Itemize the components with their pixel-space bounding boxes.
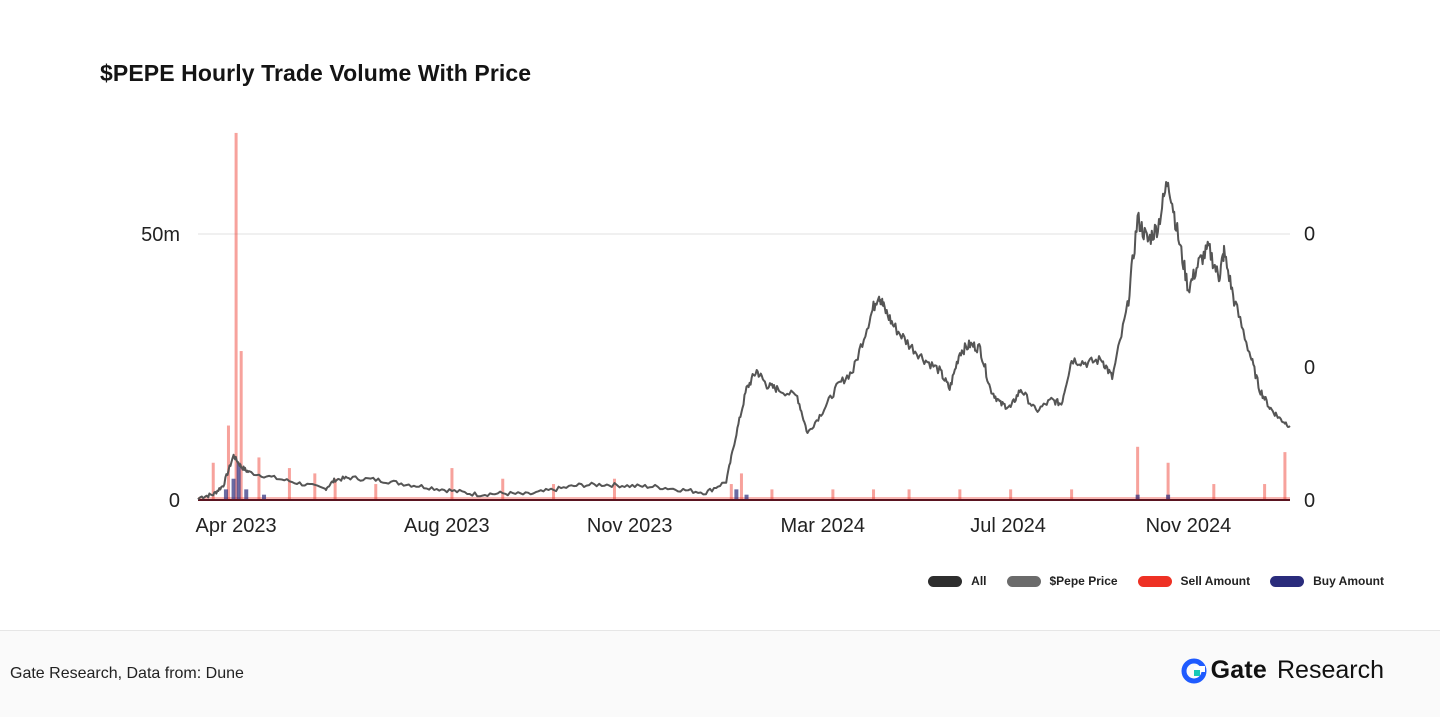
y-right-tick-label-0: 0 xyxy=(1304,490,1315,512)
sell-spike-16 xyxy=(831,489,835,500)
buy-spike-3 xyxy=(244,489,249,500)
sell-spike-9 xyxy=(450,468,454,500)
chart-title: $PEPE Hourly Trade Volume With Price xyxy=(100,60,532,86)
price-volume-chart: Apr 2023 Aug 2023 Nov 2023 Mar 2024 Jul 2024… xyxy=(141,132,1315,537)
sell-spike-20 xyxy=(1009,489,1013,500)
buy-spike-2 xyxy=(236,462,241,500)
y-axis-left-ticks: 0 50m xyxy=(141,224,180,512)
x-tick-label-3: Mar 2024 xyxy=(780,515,865,537)
gate-logo-icon xyxy=(1181,658,1207,683)
legend-item-3: Buy Amount xyxy=(1270,574,1384,588)
footer-divider xyxy=(0,630,1440,631)
legend-label-1: $Pepe Price xyxy=(1049,574,1118,588)
legend-label-0: All xyxy=(971,574,987,588)
x-tick-label-1: Aug 2023 xyxy=(404,515,490,537)
sell-spike-8 xyxy=(374,484,378,500)
sell-spike-21 xyxy=(1070,489,1074,500)
x-tick-label-2: Nov 2023 xyxy=(587,515,673,537)
source-note: Gate Research, Data from: Dune xyxy=(10,665,244,682)
buy-spike-0 xyxy=(223,489,228,500)
x-axis-ticks: Apr 2023 Aug 2023 Nov 2023 Mar 2024 Jul 2024… xyxy=(196,515,1232,537)
brand-research-text: Research xyxy=(1277,656,1384,684)
buy-spike-4 xyxy=(262,494,267,500)
legend-swatch-3 xyxy=(1270,575,1305,587)
sell-spike-0 xyxy=(211,462,215,500)
x-tick-label-4: Jul 2024 xyxy=(970,515,1046,537)
x-tick-label-5: Nov 2024 xyxy=(1146,515,1232,537)
sell-spike-25 xyxy=(1263,484,1267,500)
buy-spike-1 xyxy=(231,478,236,500)
sell-spike-17 xyxy=(872,489,876,500)
sell-spike-23 xyxy=(1166,462,1170,500)
sell-spike-6 xyxy=(313,473,317,500)
x-tick-label-0: Apr 2023 xyxy=(196,515,277,537)
buy-spike-6 xyxy=(744,494,749,500)
legend-swatch-2 xyxy=(1137,575,1172,587)
legend-item-1: $Pepe Price xyxy=(1006,574,1118,588)
legend-item-0: All xyxy=(928,574,987,588)
y-axis-right-ticks: 0 0 0 xyxy=(1304,224,1315,512)
sell-spike-24 xyxy=(1212,484,1216,500)
legend-label-3: Buy Amount xyxy=(1313,574,1384,588)
chart-legend: All $Pepe Price Sell Amount Buy Amount xyxy=(928,574,1384,588)
y-left-tick-label-0: 0 xyxy=(169,490,180,512)
y-right-tick-label-1: 0 xyxy=(1304,357,1315,379)
brand-gate-text: Gate xyxy=(1210,656,1267,684)
pepe-price-line xyxy=(197,181,1291,501)
footer-bar xyxy=(0,631,1440,717)
y-left-tick-label-1: 50m xyxy=(141,224,180,246)
buy-spike-8 xyxy=(1166,494,1171,500)
buy-amount-series xyxy=(223,462,1171,500)
sell-spike-26 xyxy=(1283,452,1287,500)
gate-research-logo: Gate Research xyxy=(1181,656,1384,685)
sell-spike-11 xyxy=(552,484,556,500)
sell-spike-18 xyxy=(907,489,911,500)
sell-spike-3 xyxy=(239,351,243,500)
sell-spike-4 xyxy=(257,457,261,500)
sell-spike-2 xyxy=(234,132,238,501)
sell-spike-12 xyxy=(612,478,616,500)
legend-item-2: Sell Amount xyxy=(1137,574,1251,588)
sell-spike-19 xyxy=(958,489,962,500)
sell-spike-15 xyxy=(770,489,774,500)
buy-spike-5 xyxy=(734,489,739,500)
sell-spike-7 xyxy=(333,478,337,500)
sell-spike-1 xyxy=(226,425,230,500)
sell-spike-14 xyxy=(739,473,743,500)
y-right-tick-label-2: 0 xyxy=(1304,224,1315,246)
sell-spike-13 xyxy=(729,484,733,500)
legend-swatch-1 xyxy=(1006,575,1041,587)
sell-baseline-band xyxy=(198,497,1290,500)
legend-swatch-0 xyxy=(928,575,963,587)
sell-spike-22 xyxy=(1136,446,1140,500)
legend-label-2: Sell Amount xyxy=(1180,574,1251,588)
buy-spike-7 xyxy=(1135,494,1140,500)
sell-spike-5 xyxy=(287,468,291,500)
sell-amount-series xyxy=(198,132,1290,501)
sell-spike-10 xyxy=(501,478,505,500)
